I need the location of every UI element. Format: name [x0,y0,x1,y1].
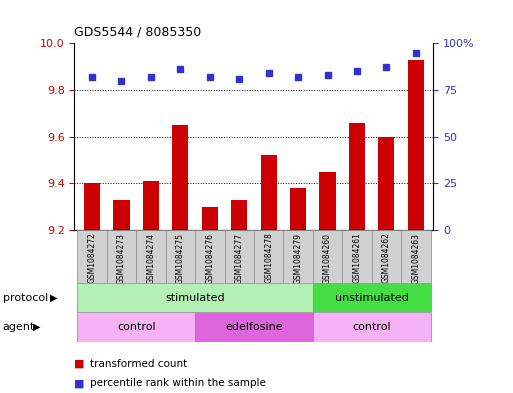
Bar [320,172,336,230]
Text: GSM1084279: GSM1084279 [293,233,303,284]
Text: GSM1084261: GSM1084261 [352,233,362,283]
Text: GSM1084273: GSM1084273 [117,233,126,284]
Text: control: control [117,322,155,332]
Text: GSM1084260: GSM1084260 [323,233,332,284]
Bar [84,183,100,230]
Text: percentile rank within the sample: percentile rank within the sample [90,378,266,388]
Bar [342,230,372,283]
Text: GDS5544 / 8085350: GDS5544 / 8085350 [74,26,202,39]
Bar [283,230,313,283]
Text: protocol: protocol [3,293,48,303]
Bar [202,207,218,230]
Text: GSM1084272: GSM1084272 [88,233,96,283]
Bar [195,312,313,342]
Bar [166,230,195,283]
Text: ■: ■ [74,358,85,369]
Bar [349,123,365,230]
Bar [313,283,430,312]
Text: ▶: ▶ [50,293,58,303]
Bar [136,230,166,283]
Bar [261,155,277,230]
Text: GSM1084276: GSM1084276 [205,233,214,284]
Bar [143,181,159,230]
Bar [313,312,430,342]
Bar [313,230,342,283]
Bar [172,125,188,230]
Text: GSM1084262: GSM1084262 [382,233,391,283]
Text: GSM1084263: GSM1084263 [411,233,420,284]
Bar [113,200,130,230]
Bar [77,283,313,312]
Text: agent: agent [3,322,35,332]
Text: stimulated: stimulated [165,293,225,303]
Bar [254,230,283,283]
Bar [77,312,195,342]
Text: edelfosine: edelfosine [225,322,283,332]
Bar [107,230,136,283]
Bar [378,136,394,230]
Bar [225,230,254,283]
Bar [408,60,424,230]
Bar [195,230,225,283]
Text: GSM1084277: GSM1084277 [235,233,244,284]
Text: unstimulated: unstimulated [335,293,409,303]
Text: ■: ■ [74,378,85,388]
Bar [401,230,430,283]
Text: GSM1084278: GSM1084278 [264,233,273,283]
Bar [77,230,107,283]
Bar [290,188,306,230]
Text: control: control [352,322,391,332]
Text: ▶: ▶ [33,322,41,332]
Text: GSM1084274: GSM1084274 [146,233,155,284]
Text: transformed count: transformed count [90,358,187,369]
Text: GSM1084275: GSM1084275 [176,233,185,284]
Bar [231,200,247,230]
Bar [372,230,401,283]
